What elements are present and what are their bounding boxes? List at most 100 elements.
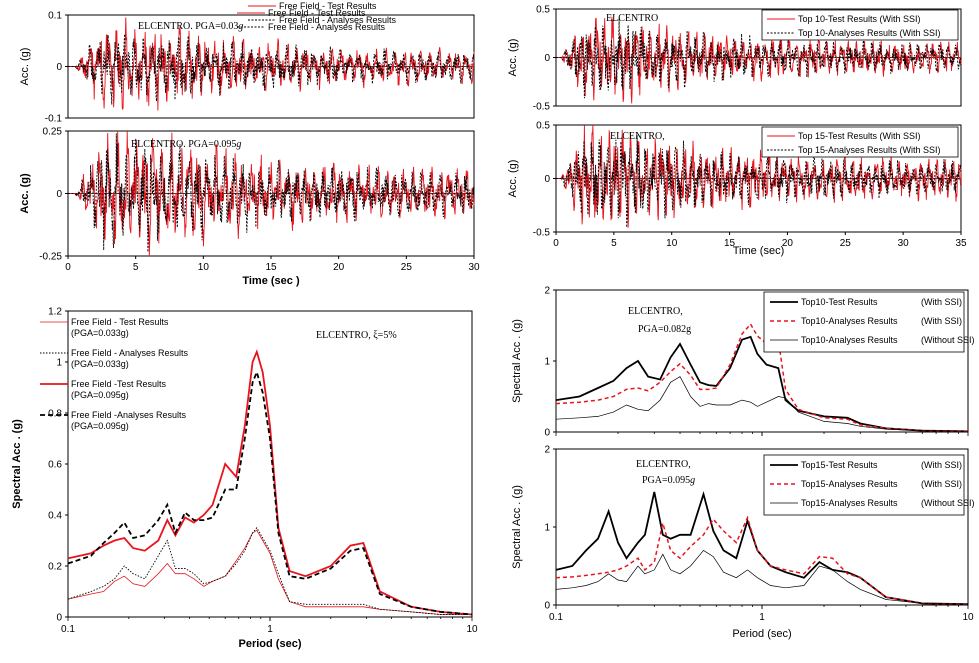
legend-label: Top 15-Analyses Results (With SSI) <box>798 145 941 155</box>
x-tick-label: 0 <box>65 262 71 273</box>
legend: Top 10-Test Results (With SSI) Top 10-Ana… <box>761 9 959 41</box>
panel-p6: 0 1 2 Spectral Acc . (g) ELCENTRO, PGA=0.082g… <box>511 286 975 439</box>
y-axis-label: Acc. (g) <box>507 160 519 198</box>
legend-label: Free Field - Analyses Results <box>268 22 386 32</box>
legend: Top15-Test Results (With SSI) Top15-Analys… <box>763 454 975 516</box>
legend-label: Free Field - Analyses Results <box>71 348 189 358</box>
legend-label-sub: (PGA=0.033g) <box>71 328 129 338</box>
legend-label: Top 15-Test Results (With SSI) <box>798 131 921 141</box>
annotation: ELCENTRO <box>606 13 658 24</box>
series-line-3 <box>67 369 473 616</box>
y-tick-label: 1 <box>56 358 62 369</box>
annotation: ELCENTRO, <box>636 459 691 470</box>
series-line-2 <box>555 549 969 605</box>
y-axis-label: Acc. (g) <box>19 48 31 86</box>
x-tick-label: 0 <box>553 238 559 249</box>
y-tick-label: 0.1 <box>48 11 62 22</box>
legend-label: Free Field - Test Results <box>71 317 169 327</box>
y-tick-label: 0 <box>56 189 62 200</box>
x-tick-label: 0.1 <box>549 612 563 623</box>
series-line-2 <box>555 376 969 432</box>
legend: Free Field - Test Results(PGA=0.033g) Fre… <box>40 317 189 431</box>
y-tick-label: 0.25 <box>43 127 63 138</box>
series-line-0 <box>67 529 472 615</box>
legend-label: Top10-Analyses Results <box>801 335 898 345</box>
series-analysis-line <box>556 18 962 99</box>
series-line-1 <box>555 515 969 605</box>
legend-label-sub: (With SSI) <box>921 316 962 326</box>
legend: Top 15-Test Results (With SSI) Top 15-Ana… <box>761 126 959 158</box>
y-tick-label: 0 <box>544 53 550 64</box>
legend-label-sub: (Without SSI) <box>921 335 975 345</box>
series-line-2 <box>67 349 473 616</box>
annotation-pga: PGA=0.082g <box>638 324 691 335</box>
y-tick-label: 2 <box>544 286 550 297</box>
legend-label-sub: (PGA=0.095g) <box>71 421 129 431</box>
y-tick-label: 0.4 <box>48 511 62 522</box>
legend-label: Top10-Test Results <box>801 297 878 307</box>
series-analysis-line <box>68 133 475 253</box>
y-axis-label: Spectral Acc . (g) <box>511 319 523 403</box>
legend-label: Free Field - Test Results <box>268 8 366 18</box>
panel-p7: 0 1 2 0.1 1 10 Spectral Acc . (g) Period (sec) E… <box>511 445 975 641</box>
legend: Free Field - Test Results Free Field - An… <box>237 8 386 32</box>
annotation: ELCENTRO, <box>628 306 683 317</box>
y-tick-label: -0.25 <box>39 252 62 263</box>
x-tick-label: 20 <box>782 238 794 249</box>
y-tick-label: 0.2 <box>48 562 62 573</box>
legend-label: Top10-Analyses Results <box>801 316 898 326</box>
series-line-0 <box>555 490 969 606</box>
y-tick-label: 1.2 <box>48 307 62 318</box>
x-axis-label: Period (sec) <box>239 638 302 650</box>
series-line-1 <box>67 527 472 615</box>
panel-p3: -0.5 0 0.5 Acc. (g) ELCENTRO Top 10-Test Resu… <box>507 5 962 113</box>
y-axis-label: Spectral Acc . (g) <box>11 419 23 509</box>
y-tick-label: 1 <box>544 523 550 534</box>
legend-label-sub: (PGA=0.095g) <box>71 390 129 400</box>
y-tick-label: -0.5 <box>533 102 551 113</box>
x-axis-label: Period (sec) <box>732 628 791 640</box>
y-tick-label: 0 <box>56 613 62 624</box>
annotation: ELCENTRO, <box>610 131 665 142</box>
legend-label: Free Field - Test Results <box>279 1 377 11</box>
annotation: ELCENTRO. PGA=0.095g <box>131 139 241 150</box>
y-axis-label: Acc. (g) <box>507 39 519 77</box>
y-tick-label: 1 <box>544 357 550 368</box>
x-tick-label: 35 <box>955 238 967 249</box>
y-tick-label: -0.5 <box>533 228 551 239</box>
x-tick-label: 20 <box>333 262 345 273</box>
x-tick-label: 0.1 <box>61 624 75 635</box>
x-tick-label: 15 <box>265 262 277 273</box>
x-tick-label: 5 <box>611 238 617 249</box>
legend-label: Top15-Test Results <box>801 460 878 470</box>
y-tick-label: 0.6 <box>48 460 62 471</box>
x-axis-label: Time (sec) <box>733 245 785 257</box>
plot-frame <box>67 310 473 618</box>
series-analysis-line <box>68 33 475 105</box>
y-tick-label: 0 <box>544 174 550 185</box>
y-tick-label: 0.8 <box>48 409 62 420</box>
y-axis-label: Spectral Acc . (g) <box>511 485 523 569</box>
legend-frame <box>761 9 959 41</box>
x-tick-label: 25 <box>401 262 413 273</box>
x-tick-label: 1 <box>759 612 765 623</box>
x-tick-label: 10 <box>198 262 210 273</box>
x-axis-label: Time (sec ) <box>242 275 300 287</box>
legend-label-sub: (With SSI) <box>921 479 962 489</box>
series-analysis-line <box>556 135 962 228</box>
legend-label: Free Field -Test Results <box>71 379 167 389</box>
y-tick-label: 0 <box>544 601 550 612</box>
legend-frame <box>761 126 959 158</box>
panel-p1: -0.1 0 0.1 Acc. (g) ELCENTRO. PGA=0.03g Free … <box>19 1 475 125</box>
legend-label: Top 10-Analyses Results (With SSI) <box>798 28 941 38</box>
x-tick-label: 25 <box>840 238 852 249</box>
legend-label: Free Field - Analyses Results <box>279 15 397 25</box>
annotation: ELCENTRO, ξ=5% <box>316 330 397 341</box>
series-test-line <box>68 130 475 257</box>
legend-label-sub: (Without SSI) <box>921 498 975 508</box>
y-tick-label: 2 <box>544 445 550 456</box>
legend-label-sub: (With SSI) <box>921 297 962 307</box>
